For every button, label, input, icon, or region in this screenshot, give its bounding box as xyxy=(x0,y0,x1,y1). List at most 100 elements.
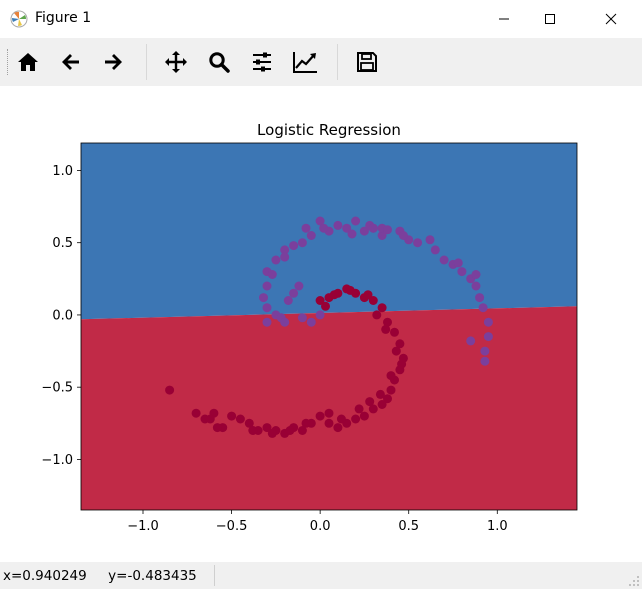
data-point-class-1 xyxy=(377,400,387,409)
data-point-class-0 xyxy=(471,270,481,279)
data-point-class-1 xyxy=(301,418,311,428)
data-point-class-0 xyxy=(478,303,488,313)
subplots-config-button[interactable] xyxy=(246,46,278,78)
data-point-class-0 xyxy=(439,255,449,265)
data-point-class-0 xyxy=(483,317,493,327)
matplotlib-logo-icon xyxy=(10,10,28,28)
y-tick-label: −1.0 xyxy=(41,453,73,468)
save-button[interactable] xyxy=(351,46,383,78)
data-point-class-0 xyxy=(280,252,290,262)
forward-arrow-icon xyxy=(105,54,122,70)
x-tick-label: 0.0 xyxy=(310,519,331,534)
data-point-class-1 xyxy=(372,310,382,320)
data-point-class-0 xyxy=(483,332,493,342)
data-point-class-1 xyxy=(212,423,222,433)
data-point-class-0 xyxy=(262,303,272,313)
data-point-class-0 xyxy=(480,356,490,366)
data-point-class-1 xyxy=(377,303,387,313)
status-bar: x=0.940249 y=-0.483435 xyxy=(0,562,642,589)
data-point-class-0 xyxy=(457,267,467,277)
data-point-class-0 xyxy=(297,238,307,248)
data-point-class-1 xyxy=(324,408,334,418)
data-point-class-0 xyxy=(271,255,281,265)
data-point-class-0 xyxy=(289,288,299,298)
data-point-class-0 xyxy=(315,310,325,320)
decision-regions xyxy=(81,143,577,510)
data-point-class-0 xyxy=(351,216,361,226)
resize-grip-icon[interactable] xyxy=(628,575,640,587)
edit-axis-button[interactable] xyxy=(289,46,321,78)
data-point-class-0 xyxy=(283,296,293,305)
navigation-toolbar xyxy=(0,38,642,87)
data-point-class-1 xyxy=(365,397,375,407)
region-class-1 xyxy=(81,306,577,510)
window-titlebar: Figure 1 xyxy=(0,0,642,38)
close-button[interactable] xyxy=(588,0,634,38)
data-point-class-0 xyxy=(280,317,290,327)
data-point-class-1 xyxy=(285,426,295,435)
data-point-class-0 xyxy=(259,293,268,303)
data-point-class-1 xyxy=(315,296,325,305)
data-point-class-0 xyxy=(377,231,387,240)
minimize-icon xyxy=(499,18,509,20)
data-point-class-1 xyxy=(351,414,361,424)
data-point-class-0 xyxy=(319,223,329,233)
x-tick-label: −0.5 xyxy=(216,519,248,534)
back-button[interactable] xyxy=(55,46,87,78)
data-point-class-0 xyxy=(294,281,304,291)
data-point-class-1 xyxy=(248,426,258,435)
data-point-class-1 xyxy=(363,290,373,300)
toolbar-separator xyxy=(337,44,338,80)
data-point-class-0 xyxy=(342,223,352,233)
data-point-class-1 xyxy=(336,414,346,424)
x-axis: −1.0 −0.5 0.0 0.5 1.0 xyxy=(127,510,508,534)
data-point-class-1 xyxy=(333,423,343,433)
data-point-class-1 xyxy=(315,411,325,421)
data-point-class-1 xyxy=(383,317,392,327)
data-point-class-0 xyxy=(333,220,343,230)
pan-button[interactable] xyxy=(160,46,192,78)
data-point-class-0 xyxy=(425,235,435,245)
data-point-class-0 xyxy=(413,238,423,248)
scatter-points xyxy=(165,216,493,438)
x-tick-label: 1.0 xyxy=(487,519,508,534)
close-icon xyxy=(605,13,617,25)
data-point-class-1 xyxy=(235,414,245,424)
chart[interactable]: −1.0 −0.5 0.0 0.5 1.0 −1.0 −0.5 0.0 0.5 1.0 Logi… xyxy=(0,86,642,562)
maximize-button[interactable] xyxy=(527,0,573,38)
y-tick-label: −0.5 xyxy=(41,381,73,396)
data-point-class-0 xyxy=(301,223,311,233)
toolbar-grip[interactable] xyxy=(7,49,10,75)
save-icon xyxy=(357,52,377,72)
y-tick-label: 0.0 xyxy=(52,308,73,323)
zoom-icon xyxy=(209,52,230,73)
data-point-class-0 xyxy=(315,216,325,226)
home-icon xyxy=(18,53,38,71)
data-point-class-0 xyxy=(289,241,299,251)
data-point-class-1 xyxy=(381,324,391,334)
data-point-class-1 xyxy=(368,296,378,305)
data-point-class-1 xyxy=(395,339,405,349)
figure-canvas[interactable]: −1.0 −0.5 0.0 0.5 1.0 −1.0 −0.5 0.0 0.5 1.0 Logi… xyxy=(0,86,642,562)
data-point-class-0 xyxy=(480,346,490,356)
minimize-button[interactable] xyxy=(481,0,527,38)
data-point-class-1 xyxy=(386,385,396,395)
data-point-class-0 xyxy=(262,281,272,291)
data-point-class-1 xyxy=(165,385,175,395)
zoom-button[interactable] xyxy=(203,46,235,78)
data-point-class-1 xyxy=(244,418,254,428)
data-point-class-0 xyxy=(368,223,378,233)
status-separator xyxy=(214,565,215,586)
cursor-coordinates: x=0.940249 y=-0.483435 xyxy=(3,568,197,584)
maximize-icon xyxy=(545,14,555,24)
y-tick-label: 0.5 xyxy=(52,236,73,251)
data-point-class-0 xyxy=(306,317,316,327)
data-point-class-1 xyxy=(359,411,369,421)
data-point-class-0 xyxy=(359,226,369,236)
window-title: Figure 1 xyxy=(35,10,92,26)
forward-button[interactable] xyxy=(97,46,129,78)
subplots-config-icon xyxy=(253,52,271,72)
edit-axis-icon xyxy=(293,52,317,73)
home-button[interactable] xyxy=(12,46,44,78)
data-point-class-1 xyxy=(345,285,355,295)
